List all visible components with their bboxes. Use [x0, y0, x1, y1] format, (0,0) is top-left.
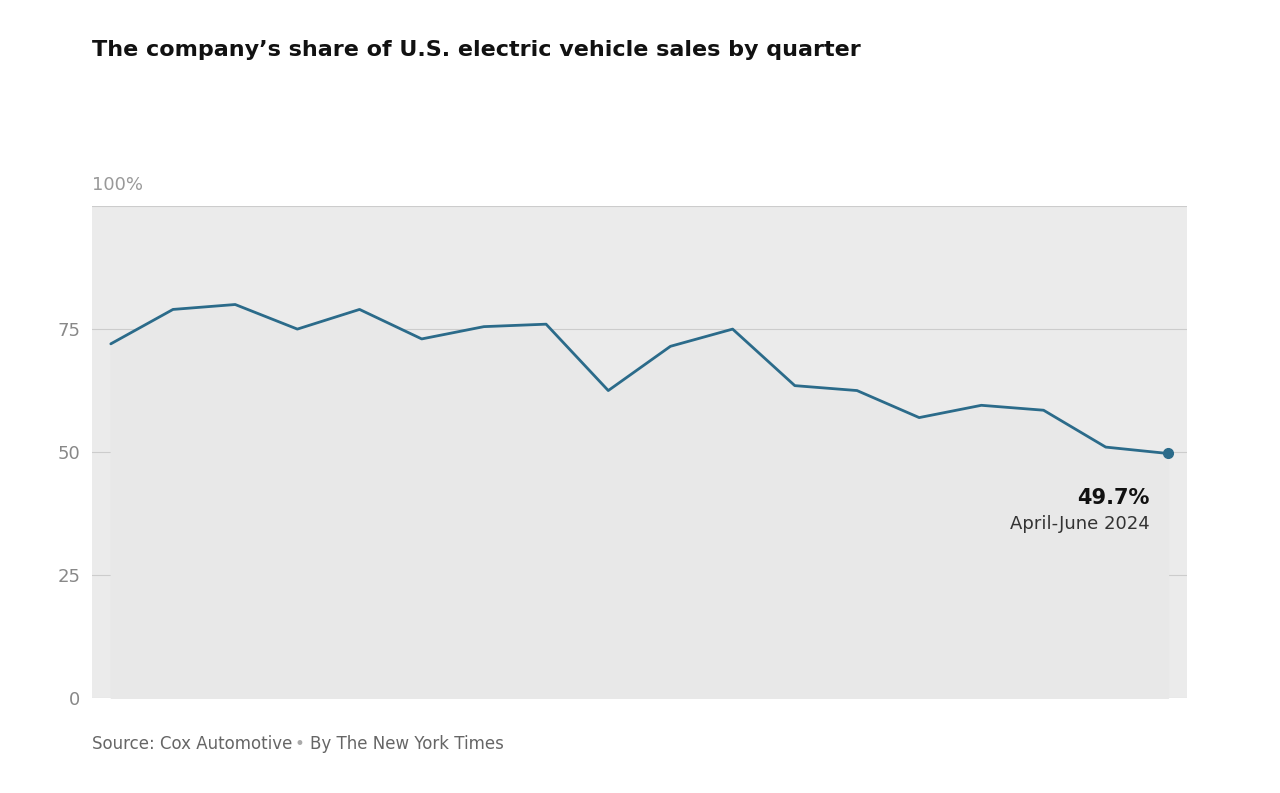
Text: The company’s share of U.S. electric vehicle sales by quarter: The company’s share of U.S. electric veh… — [92, 40, 861, 59]
Text: 100%: 100% — [92, 176, 143, 194]
Text: 49.7%: 49.7% — [1076, 488, 1149, 508]
Text: By The New York Times: By The New York Times — [310, 735, 503, 753]
Text: April-June 2024: April-June 2024 — [1010, 515, 1149, 533]
Text: •: • — [294, 735, 305, 753]
Text: Source: Cox Automotive: Source: Cox Automotive — [92, 735, 293, 753]
